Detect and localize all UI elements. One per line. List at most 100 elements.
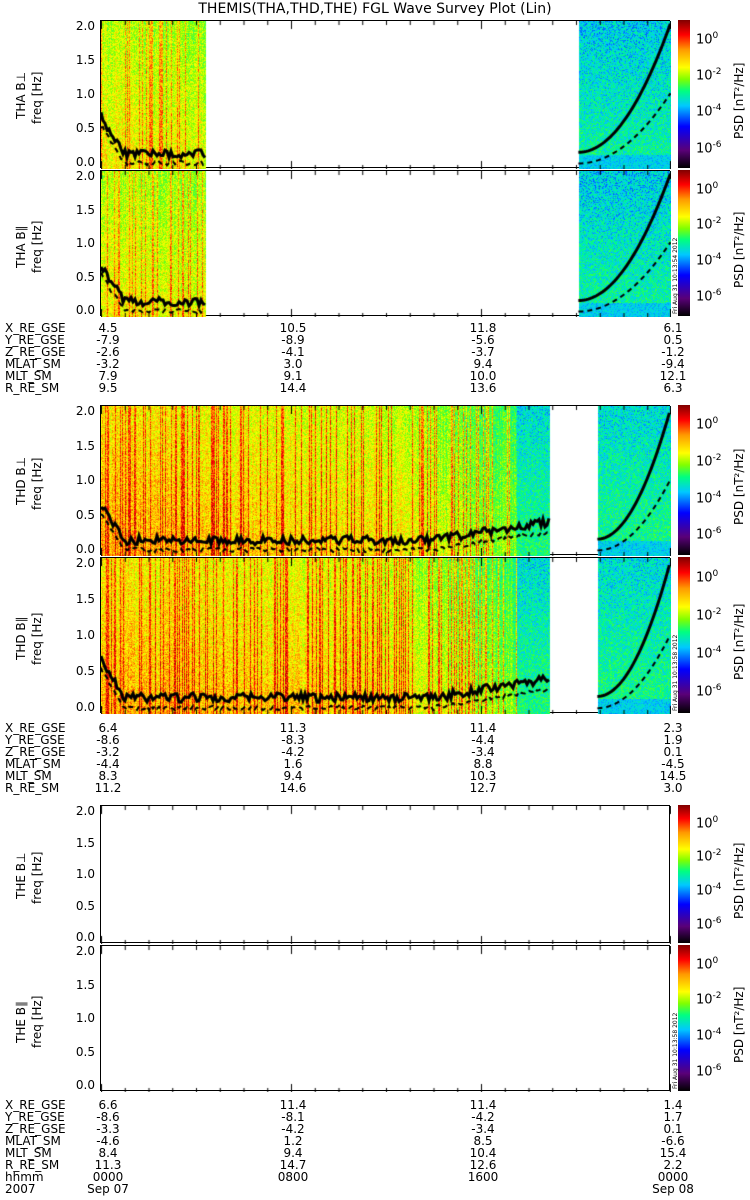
ephemeris-label: X_RE_GSE [5, 1098, 66, 1112]
ephemeris-value: 13.6 [469, 381, 497, 395]
y-tick-label: 0.5 [75, 121, 95, 135]
colorbar-tick-base: 10 [696, 917, 713, 933]
colorbar [678, 405, 690, 555]
ephemeris-value: 11.2 [94, 781, 122, 795]
y-tick-label: 1.5 [75, 835, 95, 850]
colorbar-tick-base: 10 [696, 1028, 713, 1044]
ephemeris-value: 11.4 [279, 1098, 307, 1112]
ephemeris-value: 0.5 [663, 333, 683, 347]
y-axis-label: freq [Hz] [30, 612, 44, 665]
colorbar-tick-base: 10 [696, 956, 713, 972]
time-tick-label: 1600 [467, 1170, 499, 1184]
ephemeris-value: -2.6 [96, 345, 120, 359]
y-tick-label: 0.0 [75, 1078, 95, 1092]
ephemeris-value: 4.5 [98, 321, 118, 335]
ephemeris-value: -4.4 [471, 733, 495, 747]
colorbar-tick-exp: -2 [712, 67, 722, 78]
ephemeris-value: 9.4 [283, 769, 303, 783]
colorbar [678, 170, 690, 316]
ephemeris-value: 8.8 [473, 757, 493, 771]
colorbar-tick-exp: 0 [712, 180, 719, 191]
colorbar-label: PSD [nT²/Hz] [732, 62, 746, 139]
ephemeris-value: -4.2 [471, 1110, 495, 1124]
spectrogram-image [101, 946, 671, 1092]
colorbar-tick-base: 10 [696, 883, 713, 899]
y-tick-label: 2.0 [75, 944, 95, 958]
ephemeris-value: 2.2 [663, 1158, 683, 1172]
spectrogram-image [101, 806, 671, 944]
ephemeris-value: -4.4 [96, 757, 120, 771]
colorbar-tick-base: 10 [696, 490, 713, 506]
ephemeris-label: MLT_SM [5, 769, 52, 783]
ephemeris-value: -4.5 [661, 757, 685, 771]
ephemeris-value: -3.4 [471, 1122, 495, 1136]
y-axis-label: freq [Hz] [30, 995, 44, 1048]
colorbar-tick: 100 [696, 413, 718, 433]
date-label: Sep 07 [87, 1182, 129, 1196]
colorbar-tick: 100 [696, 178, 718, 198]
date-label: Sep 08 [652, 1182, 694, 1196]
ephemeris-value: 6.6 [98, 1098, 118, 1112]
ephemeris-label: Z_RE_GSE [5, 345, 66, 359]
ephemeris-value: 9.4 [283, 1146, 303, 1160]
colorbar-tick-base: 10 [696, 68, 713, 84]
ephemeris-value: 11.4 [469, 1098, 497, 1112]
colorbar-tick: 10-4 [696, 487, 722, 507]
timestamp: Fri Aug 31 10:13:54 2012 [672, 237, 679, 314]
ephemeris-value: 9.1 [283, 369, 303, 383]
y-tick-label: 0.5 [75, 1044, 95, 1059]
colorbar-tick-exp: -4 [712, 252, 722, 263]
y-tick-label: 2.0 [75, 556, 95, 570]
ephemeris-label: R_RE_SM [5, 781, 60, 795]
colorbar-tick-exp: 0 [712, 30, 719, 41]
colorbar-tick: 100 [696, 28, 718, 48]
ephemeris-value: 3.0 [663, 781, 683, 795]
colorbar-label: PSD [nT²/Hz] [732, 986, 746, 1063]
spectrogram-image [101, 21, 671, 169]
ephemeris-value: 14.5 [659, 769, 687, 783]
colorbar-tick: 10-4 [696, 249, 722, 269]
colorbar-tick-base: 10 [696, 104, 713, 120]
y-axis-label: freq [Hz] [30, 71, 44, 124]
ephemeris-value: 0.1 [663, 1122, 683, 1136]
colorbar-tick-base: 10 [696, 608, 713, 624]
ephemeris-value: 14.7 [279, 1158, 307, 1172]
ephemeris-label: MLAT_SM [5, 1134, 61, 1148]
y-tick-label: 2.0 [75, 404, 95, 418]
ephemeris-value: 8.3 [98, 769, 118, 783]
colorbar-tick-exp: -6 [712, 139, 722, 150]
colorbar-tick: 10-2 [696, 64, 722, 84]
spectrogram-image [101, 406, 671, 556]
colorbar-tick-exp: -6 [712, 683, 722, 694]
colorbar-tick-exp: -4 [712, 1027, 722, 1038]
colorbar-tick-exp: -2 [712, 991, 722, 1002]
ephemeris-value: 6.3 [663, 381, 683, 395]
y-tick-label: 0.5 [75, 664, 95, 678]
ephemeris-value: 12.7 [469, 781, 497, 795]
colorbar [678, 945, 690, 1091]
ephemeris-label: X_RE_GSE [5, 721, 66, 735]
colorbar-label: PSD [nT²/Hz] [732, 448, 746, 525]
ephemeris-value: 9.4 [473, 357, 493, 371]
colorbar-tick-exp: 0 [712, 955, 719, 966]
year-label: 2007 [5, 1182, 36, 1196]
y-tick-label: 0.5 [75, 269, 95, 284]
ephemeris-value: 10.5 [279, 321, 307, 335]
ephemeris-label: Y_RE_GSE [5, 1110, 65, 1124]
colorbar-tick: 10-4 [696, 879, 722, 899]
ephemeris-value: -3.4 [471, 745, 495, 759]
colorbar-tick: 10-2 [696, 450, 722, 470]
ephemeris-value: 3.0 [283, 357, 303, 371]
ephemeris-value: 12.1 [659, 369, 687, 383]
ephemeris-value: -7.9 [96, 333, 120, 347]
colorbar-tick-exp: 0 [712, 568, 719, 579]
ephemeris-value: 1.9 [663, 733, 683, 747]
ephemeris-value: 1.6 [283, 757, 303, 771]
colorbar-tick-base: 10 [696, 140, 713, 156]
colorbar-tick-exp: -2 [712, 216, 722, 227]
colorbar-tick-base: 10 [696, 417, 713, 433]
ephemeris-value: 6.4 [98, 721, 118, 735]
ephemeris-label: Y_RE_GSE [5, 733, 65, 747]
ephemeris-value: -4.1 [281, 345, 305, 359]
colorbar-tick-base: 10 [696, 1064, 713, 1080]
